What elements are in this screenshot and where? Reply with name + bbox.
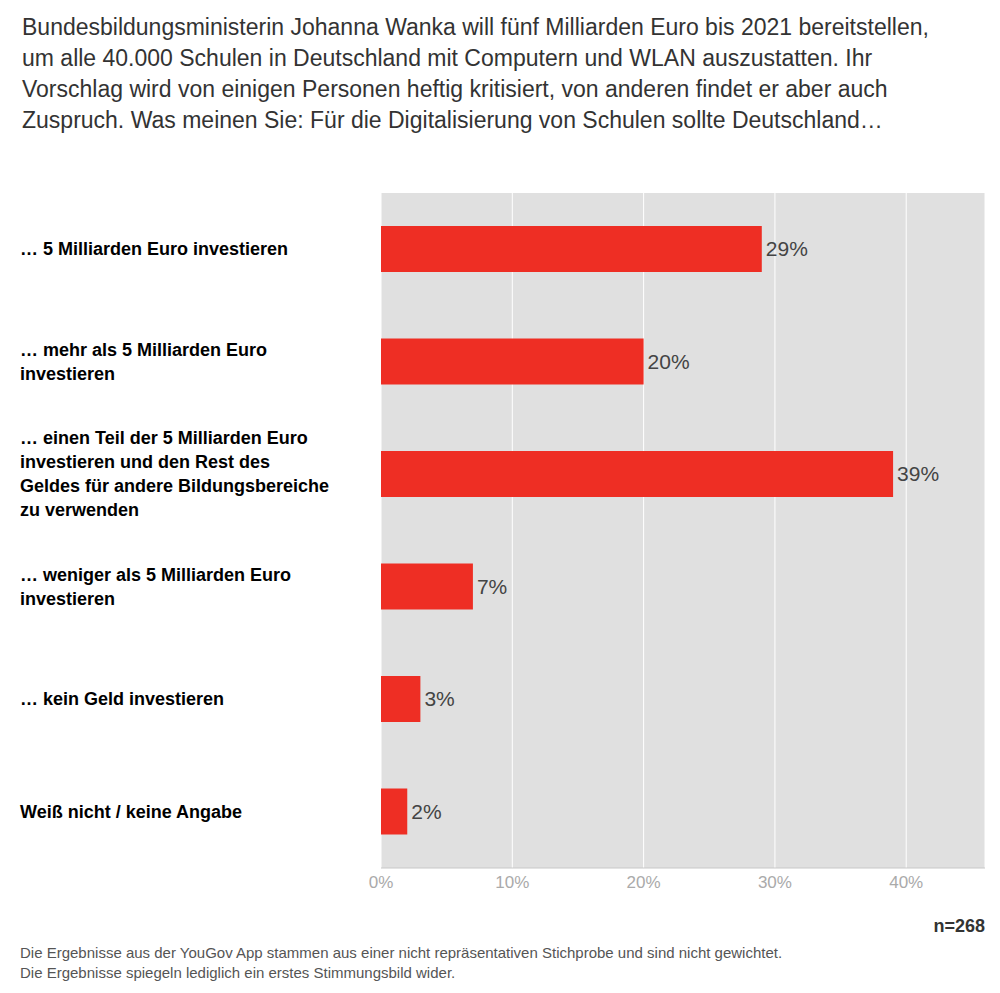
svg-text:30%: 30%: [758, 873, 792, 892]
svg-text:Weiß nicht / keine Angabe: Weiß nicht / keine Angabe: [20, 802, 242, 822]
svg-text:7%: 7%: [477, 575, 507, 598]
svg-text:39%: 39%: [897, 462, 939, 485]
svg-text:20%: 20%: [627, 873, 661, 892]
svg-text:10%: 10%: [495, 873, 529, 892]
svg-text:… weniger als 5 Milliarden Eur: … weniger als 5 Milliarden Euroinvestier…: [20, 565, 291, 609]
svg-text:3%: 3%: [424, 687, 454, 710]
svg-text:… mehr als 5 Milliarden Euroin: … mehr als 5 Milliarden Euroinvestieren: [20, 340, 267, 384]
svg-text:0%: 0%: [369, 873, 394, 892]
svg-text:2%: 2%: [411, 800, 441, 823]
html-text:Bundesbildungsministerin Johan: Bundesbildungsministerin Johanna Wanka w…: [22, 14, 929, 133]
svg-text:29%: 29%: [766, 237, 808, 260]
svg-text:… 5 Milliarden Euro investiere: … 5 Milliarden Euro investieren: [20, 239, 288, 259]
html-text:Die Ergebnisse spiegeln ledigl: Die Ergebnisse spiegeln lediglich ein er…: [20, 964, 456, 981]
svg-text:… einen Teil der 5 Milliarden: … einen Teil der 5 Milliarden Euroinvest…: [20, 428, 329, 520]
html-text:Die Ergebnisse aus der YouGov: Die Ergebnisse aus der YouGov App stamme…: [20, 944, 783, 961]
svg-text:… kein Geld investieren: … kein Geld investieren: [20, 689, 224, 709]
html-text:n=268: n=268: [933, 916, 985, 936]
svg-text:40%: 40%: [889, 873, 923, 892]
svg-text:20%: 20%: [648, 350, 690, 373]
